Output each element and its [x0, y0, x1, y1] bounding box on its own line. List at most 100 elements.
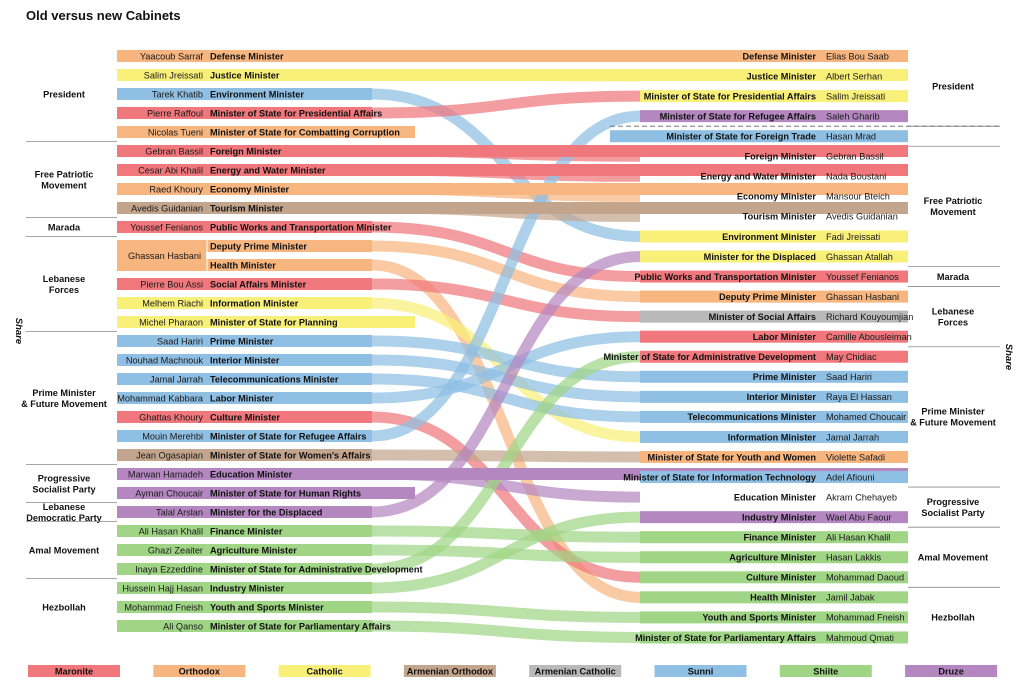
new-ministry-label: Youth and Sports Minister: [702, 613, 816, 623]
old-ministry-label: Minister for the Displaced: [210, 507, 322, 517]
old-cabinet-bar: [117, 221, 372, 233]
old-minister-name: Saad Hariri: [157, 336, 203, 346]
left-party-label: Progressive: [38, 473, 91, 483]
old-cabinet-bar: [117, 430, 372, 442]
new-minister-name: Saad Hariri: [826, 372, 872, 382]
left-party-label: Lebanese: [43, 502, 85, 512]
flow-link: [371, 278, 641, 323]
right-party-label: Free Patriotic: [924, 196, 983, 206]
right-party-label: Amal Movement: [918, 553, 988, 563]
share-label-right: Share: [1003, 344, 1014, 371]
new-minister-name: Ghassan Hasbani: [826, 292, 899, 302]
old-minister-name: Pierre Bou Assi: [140, 279, 203, 289]
new-minister-name: Adel Afiouni: [826, 472, 875, 482]
right-party-label: Socialist Party: [921, 508, 985, 518]
old-ministry-label: Labor Minister: [210, 393, 274, 403]
old-ministry-label: Youth and Sports Minister: [210, 602, 324, 612]
old-cabinet-bar: [117, 373, 372, 385]
old-minister-name: Yaacoub Sarraf: [140, 51, 204, 61]
new-ministry-label: Economy Minister: [737, 192, 817, 202]
new-ministry-label: Industry Minister: [742, 512, 816, 522]
old-ministry-label: Agriculture Minister: [210, 545, 297, 555]
new-cabinet-bar: [640, 290, 908, 303]
new-cabinet-bar: [640, 511, 908, 524]
new-ministry-label: Education Minister: [734, 492, 817, 502]
old-minister-name: Ghattas Khoury: [139, 412, 203, 422]
new-minister-name: Albert Serhan: [826, 71, 882, 81]
old-cabinet-bar: [117, 107, 372, 119]
new-cabinet-bar: [640, 410, 908, 423]
new-minister-name: Raya El Hassan: [826, 392, 892, 402]
old-minister-name: Jamal Jarrah: [150, 374, 203, 384]
old-ministry-label: Justice Minister: [210, 70, 280, 80]
new-cabinet-bar: [610, 130, 908, 143]
bar-layer: Yaacoub Sarraf Defense Minister Salim Jrei…: [117, 50, 913, 644]
new-ministry-label: Public Works and Transportation Minister: [634, 272, 816, 282]
legend-swatch: [654, 665, 747, 677]
left-party-label: & Future Movement: [21, 399, 107, 409]
old-minister-name: Hussein Hajj Hasan: [122, 583, 203, 593]
new-minister-name: Mohammad Fneish: [826, 613, 905, 623]
new-cabinet-bar: [640, 330, 908, 343]
new-ministry-label: Minister for the Displaced: [704, 252, 816, 262]
old-minister-name: Ali Qanso: [163, 621, 203, 631]
new-cabinet-bar: [640, 110, 908, 123]
new-minister-name: Mohammad Daoud: [826, 573, 904, 583]
legend-label: Orthodox: [179, 666, 221, 676]
new-ministry-label: Minister of State for Presidential Affai…: [644, 91, 816, 101]
flow-link: [371, 373, 641, 423]
new-minister-name: Jamil Jabak: [826, 593, 875, 603]
right-party-label: Marada: [937, 272, 970, 282]
old-ministry-label: Prime Minister: [210, 336, 274, 346]
old-minister-name: Talal Arslan: [156, 507, 203, 517]
legend-swatch: [529, 665, 622, 677]
old-ministry-label: Information Minister: [210, 298, 299, 308]
new-ministry-label: Agriculture Minister: [729, 553, 816, 563]
new-cabinet-bar: [640, 451, 908, 463]
new-minister-name: Mahmoud Qmati: [826, 633, 894, 643]
old-ministry-label: Minister of State for Women's Affairs: [210, 450, 370, 460]
left-party-label: Democratic Party: [26, 513, 102, 523]
legend: Maronite Orthodox Catholic Armenian Orthodo…: [28, 665, 998, 677]
old-minister-name: Marwan Hamadeh: [128, 469, 203, 479]
new-cabinet-bar: [640, 230, 908, 243]
new-ministry-label: Minister of State for Refugee Affairs: [660, 111, 816, 121]
new-cabinet-bar: [640, 611, 908, 624]
old-cabinet-bar: [117, 316, 415, 328]
right-party-label: Progressive: [927, 497, 980, 507]
old-cabinet-bar: [117, 601, 372, 613]
new-ministry-label: Information Minister: [728, 432, 817, 442]
new-minister-name: May Chidiac: [826, 352, 877, 362]
new-ministry-label: Telecommunications Minister: [688, 412, 817, 422]
new-cabinet-bar: [640, 250, 908, 263]
new-ministry-label: Prime Minister: [753, 372, 817, 382]
left-party-label: Prime Minister: [32, 388, 96, 398]
old-cabinet-bar: [117, 278, 372, 290]
new-cabinet-bar: [640, 370, 908, 383]
new-ministry-label: Culture Minister: [746, 573, 816, 583]
new-minister-name: Nada Boustani: [826, 172, 886, 182]
new-ministry-label: Energy and Water Minister: [700, 172, 816, 182]
old-minister-name: Pierre Raffoul: [147, 108, 203, 118]
old-minister-name: Youssef Fenianos: [130, 222, 203, 232]
new-ministry-label: Minister of State for Administrative Dev…: [603, 352, 816, 362]
new-minister-name: Jamal Jarrah: [826, 432, 879, 442]
right-party-label: Prime Minister: [921, 407, 985, 417]
old-cabinet-bar: [117, 354, 372, 366]
left-party-label: Forces: [49, 285, 79, 295]
left-party-label: Socialist Party: [32, 484, 96, 494]
old-cabinet-bar: [117, 449, 372, 461]
old-ministry-label: Minister of State for Administrative Dev…: [210, 564, 423, 574]
old-ministry-label: Tourism Minister: [210, 203, 284, 213]
old-cabinet-bar: [117, 582, 372, 594]
legend-swatch: [153, 665, 246, 677]
old-minister-name: Avedis Guidanian: [131, 203, 203, 213]
old-ministry-label: Defense Minister: [210, 51, 284, 61]
old-minister-name: Nicolas Tueni: [148, 127, 203, 137]
new-minister-name: Saleh Gharib: [826, 111, 880, 121]
new-minister-name: Hasan Mrad: [826, 132, 876, 142]
new-cabinet-bar: [640, 631, 908, 644]
old-cabinet-bar: [117, 487, 415, 499]
right-party-label: Movement: [930, 207, 975, 217]
